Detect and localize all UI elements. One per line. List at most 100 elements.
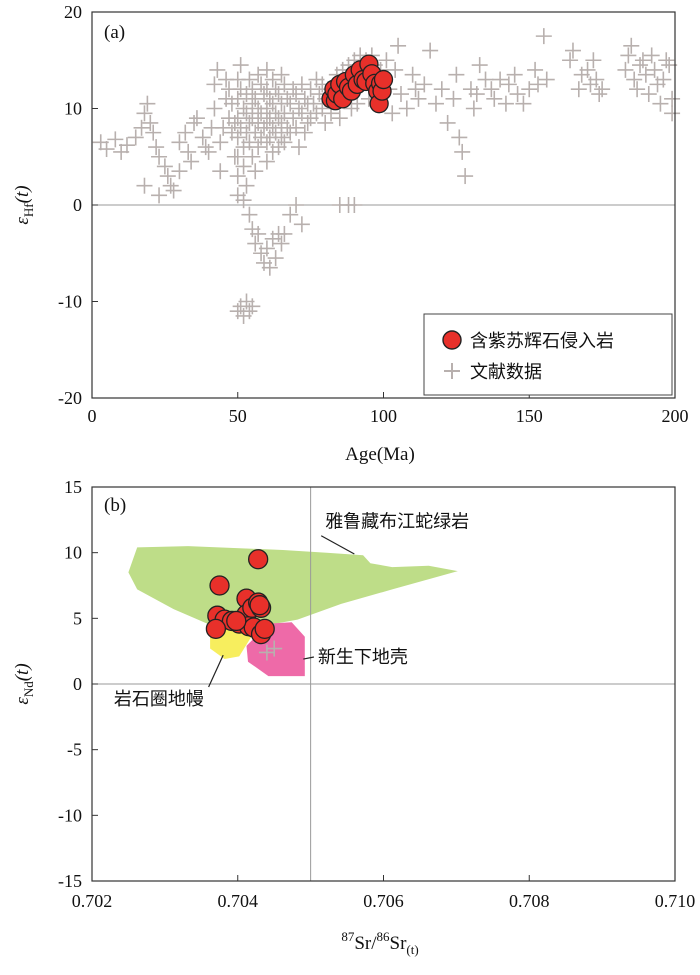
y-tick-label: -20	[58, 388, 82, 408]
literature-point	[529, 76, 546, 93]
literature-point	[404, 66, 421, 83]
literature-point	[264, 71, 281, 88]
literature-point	[229, 129, 246, 146]
y-tick-label: 5	[73, 608, 82, 628]
x-tick-label: 0.702	[72, 891, 113, 911]
literature-point	[416, 76, 433, 93]
literature-point	[317, 114, 334, 131]
literature-point	[151, 148, 168, 165]
literature-point	[390, 37, 407, 54]
sample-point	[249, 595, 270, 616]
legend-marker-circle	[442, 330, 462, 350]
panel-a-xlabel: Age(Ma)	[345, 444, 415, 465]
literature-point	[623, 37, 640, 54]
literature-point	[145, 124, 162, 141]
literature-point	[407, 81, 424, 98]
literature-point	[235, 192, 252, 209]
literature-point	[266, 640, 283, 657]
sample-point	[226, 610, 247, 632]
literature-point	[136, 105, 153, 122]
literature-point	[212, 134, 229, 151]
literature-point	[247, 235, 264, 252]
literature-point	[247, 163, 264, 180]
literature-point	[527, 61, 544, 78]
sample-point	[254, 618, 275, 639]
x-tick-label: 100	[370, 406, 397, 426]
annotation-leader-0	[320, 535, 355, 555]
literature-point	[500, 76, 517, 93]
literature-point	[139, 95, 156, 112]
literature-point	[314, 100, 331, 117]
literature-point	[439, 114, 456, 131]
literature-point	[241, 134, 258, 151]
literature-point	[293, 76, 310, 93]
literature-point	[136, 177, 153, 194]
literature-point	[465, 100, 482, 117]
x-tick-label: 0.706	[363, 891, 404, 911]
annotation-leader-1	[303, 656, 315, 660]
panel-b-ylabel: εNd(t)	[12, 663, 36, 704]
literature-point	[244, 148, 261, 165]
x-tick-label: 50	[229, 406, 247, 426]
y-tick-label: 0	[73, 674, 82, 694]
y-tick-label: 15	[64, 477, 82, 497]
literature-point	[127, 129, 144, 146]
literature-point	[290, 139, 307, 156]
literature-point	[392, 86, 409, 103]
literature-point	[282, 206, 299, 223]
literature-point	[171, 163, 188, 180]
literature-point	[664, 90, 681, 107]
literature-point	[422, 42, 439, 59]
literature-point	[107, 131, 124, 148]
literature-point	[159, 168, 176, 185]
literature-point	[118, 137, 135, 154]
literature-point	[177, 124, 194, 141]
x-tick-label: 0.710	[655, 891, 696, 911]
y-tick-label: 10	[64, 99, 82, 119]
literature-point	[276, 76, 293, 93]
literature-point	[652, 95, 669, 112]
literature-point	[229, 148, 246, 165]
literature-point	[258, 61, 275, 78]
literature-point	[229, 110, 246, 127]
literature-point	[244, 298, 261, 315]
literature-point	[535, 28, 552, 45]
literature-point	[212, 163, 229, 180]
y-tick-label: 10	[64, 543, 82, 563]
literature-point	[629, 81, 646, 98]
literature-point	[410, 90, 427, 107]
literature-point	[445, 90, 462, 107]
literature-point	[288, 197, 305, 213]
panel-b-label: (b)	[104, 495, 126, 516]
sample-point	[209, 575, 230, 596]
literature-point	[156, 158, 173, 175]
literature-point	[244, 81, 261, 98]
literature-point	[398, 100, 415, 117]
literature-point	[142, 114, 159, 131]
literature-point	[477, 71, 494, 88]
field-region-0	[128, 546, 458, 627]
sample-point	[248, 549, 269, 570]
literature-point	[229, 168, 246, 185]
literature-point	[258, 240, 275, 257]
literature-point	[250, 66, 267, 83]
literature-point	[293, 105, 310, 122]
panel-b-xlabel: 87Sr/86Sr(t)	[341, 929, 418, 957]
literature-point	[285, 110, 302, 127]
literature-point	[492, 71, 509, 88]
literature-point	[273, 66, 290, 83]
literature-point	[183, 153, 200, 170]
literature-point	[331, 110, 348, 127]
literature-point	[200, 143, 217, 160]
annotation-label-1: 新生下地壳	[318, 647, 408, 668]
literature-point	[241, 206, 258, 223]
literature-point	[588, 71, 605, 88]
x-tick-label: 200	[662, 406, 689, 426]
literature-point	[206, 76, 223, 93]
literature-point	[594, 81, 611, 98]
literature-point	[521, 81, 538, 98]
literature-point	[267, 250, 284, 267]
legend-label-0: 含紫苏辉石侵入岩	[470, 331, 614, 352]
literature-point	[471, 57, 488, 74]
